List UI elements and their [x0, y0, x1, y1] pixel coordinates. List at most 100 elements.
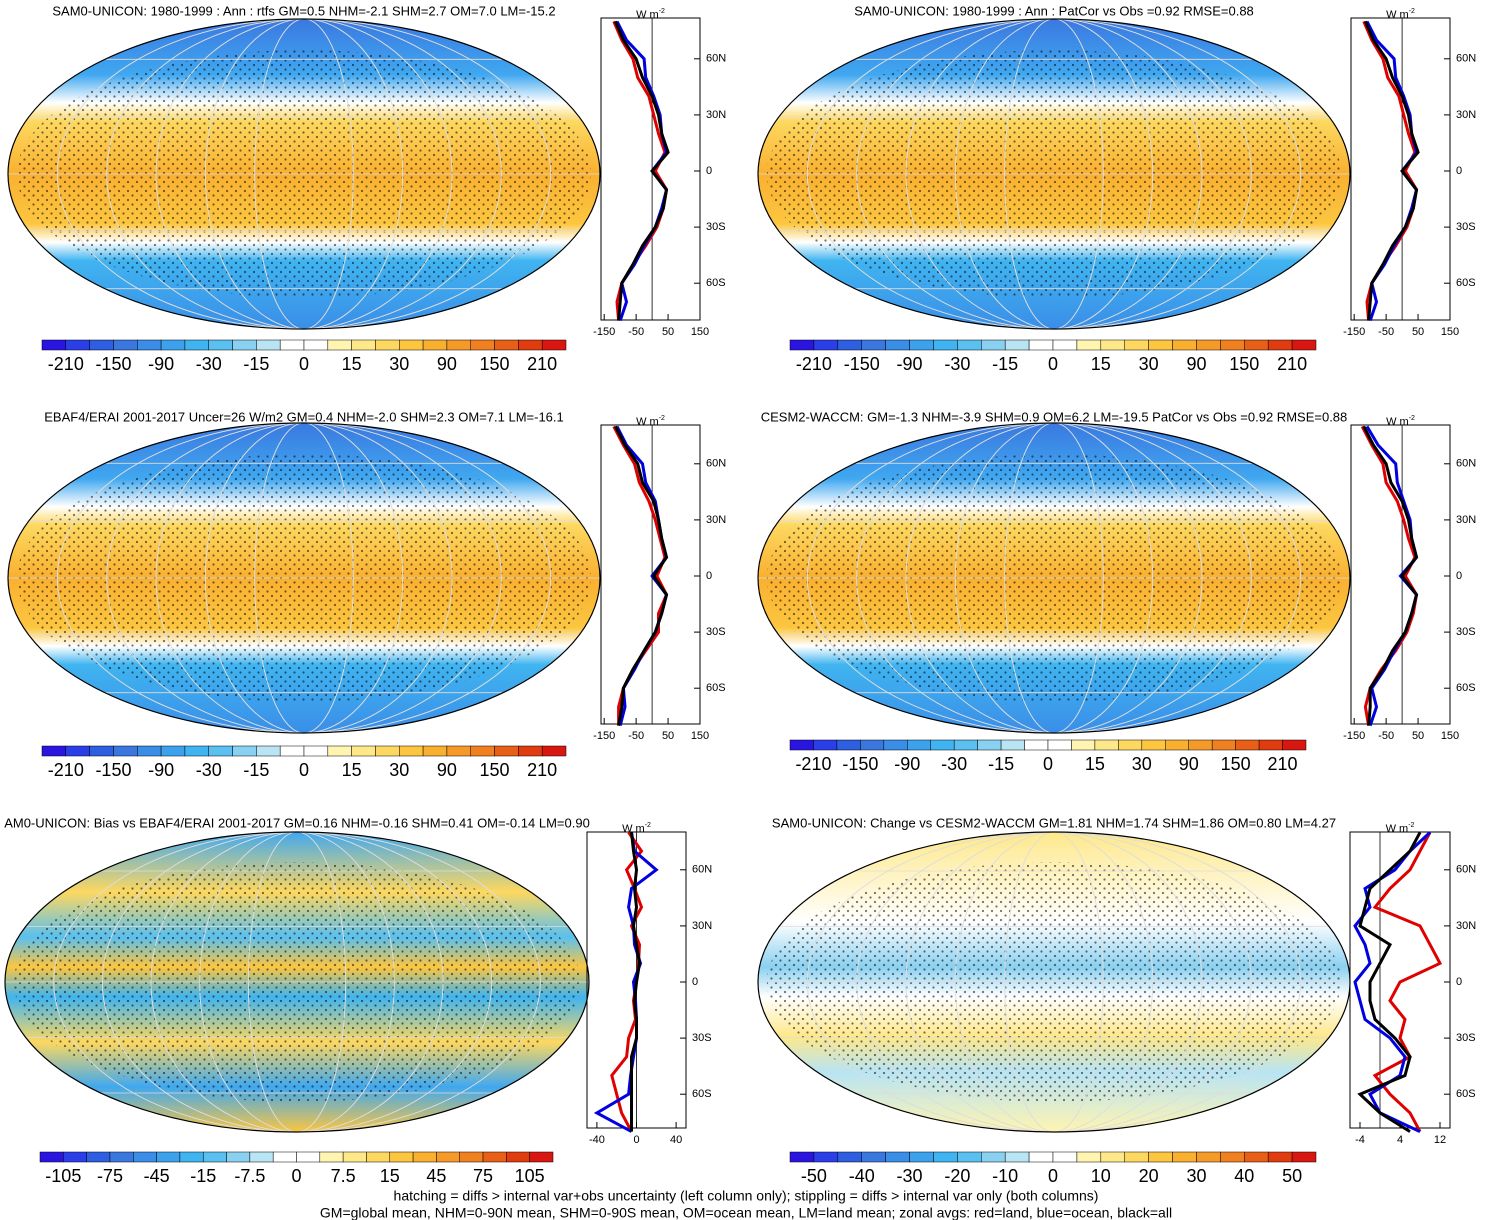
units: W m-2 — [636, 415, 665, 428]
colorbar-box — [1220, 1151, 1245, 1163]
colorbar-box — [303, 745, 329, 757]
y-tick-label: 30S — [1456, 221, 1476, 233]
colorbar-box — [1024, 739, 1049, 751]
x-tick-label: -150 — [593, 326, 615, 338]
panel-title: SAM0-UNICON: 1980-1999 : Ann : PatCor vs… — [854, 3, 1254, 18]
colorbar-box — [422, 339, 448, 351]
colorbar-box — [319, 1151, 344, 1163]
colorbar-box — [813, 1151, 839, 1163]
colorbar-label: 90 — [1186, 354, 1206, 374]
y-tick-label: 30S — [706, 626, 726, 638]
colorbar-box — [1004, 1151, 1030, 1163]
colorbar-label: -20 — [944, 1166, 970, 1186]
colorbar-label: 210 — [527, 354, 557, 374]
colorbar-label: -30 — [897, 1166, 923, 1186]
zonal-profile — [614, 20, 670, 321]
y-tick-label: 60N — [706, 53, 726, 65]
colorbar-label: -15 — [992, 354, 1018, 374]
zonal-profile — [1365, 20, 1419, 322]
colorbar-box — [494, 745, 519, 757]
colorbar-box — [446, 339, 471, 351]
units-text: W m — [1386, 9, 1409, 21]
y-tick-label: 60S — [1456, 277, 1476, 289]
colorbar-box — [89, 339, 114, 351]
colorbar-box — [861, 339, 886, 351]
colorbar-box — [1188, 739, 1213, 751]
x-tick-label: 150 — [1441, 326, 1459, 338]
zonal-profile — [615, 425, 669, 726]
colorbar-label: -90 — [148, 354, 174, 374]
map-border — [7, 422, 601, 734]
colorbar-box — [861, 1151, 886, 1163]
y-tick-label: 60N — [692, 864, 712, 876]
colorbar-label: -90 — [897, 354, 923, 374]
y-tick-label: 60N — [1456, 53, 1476, 65]
panel-title: AM0-UNICON: Bias vs EBAF4/ERAI 2001-2017… — [4, 815, 590, 830]
colorbar-box — [86, 1151, 111, 1163]
colorbar-box — [113, 339, 138, 351]
zonal-profile — [1353, 831, 1432, 1133]
y-tick-label: 60S — [1456, 1088, 1476, 1100]
colorbar-box — [422, 745, 448, 757]
x-tick-label: -150 — [1343, 326, 1365, 338]
x-tick-label: -4 — [1355, 1134, 1365, 1146]
footer: GM=global mean, NHM=0-90N mean, SHM=0-90… — [320, 1205, 1172, 1220]
x-tick-label: 4 — [1397, 1134, 1403, 1146]
colorbar-box — [184, 745, 209, 757]
colorbar-label: -210 — [48, 354, 84, 374]
colorbar-box — [1220, 339, 1245, 351]
y-tick-label: 60S — [706, 277, 726, 289]
y-tick-label: 30S — [1456, 1032, 1476, 1044]
colorbar-label: -15 — [243, 760, 269, 780]
y-tick-label: 60S — [692, 1088, 712, 1100]
y-tick-label: 30N — [1456, 514, 1476, 526]
x-tick-label: 0 — [633, 1134, 639, 1146]
colorbar-box — [1267, 1151, 1293, 1163]
y-tick-label: 30S — [692, 1032, 712, 1044]
colorbar-label: 90 — [437, 354, 457, 374]
y-tick-label: 60N — [1456, 458, 1476, 470]
colorbar-label: 15 — [342, 760, 362, 780]
colorbar-box — [470, 339, 495, 351]
colorbar-box — [1094, 739, 1119, 751]
colorbar-box — [1196, 1151, 1221, 1163]
colorbar-box — [1258, 739, 1283, 751]
colorbar-box — [63, 1151, 87, 1163]
x-tick-label: -50 — [1378, 326, 1394, 338]
colorbar-box — [351, 745, 376, 757]
colorbar-box — [1028, 1151, 1054, 1163]
units-text: W m — [1386, 416, 1409, 428]
y-tick-label: 30S — [1456, 626, 1476, 638]
x-tick-label: -150 — [593, 730, 615, 742]
colorbar-label: -210 — [795, 754, 831, 774]
colorbar-label: 30 — [1139, 354, 1159, 374]
x-tick-label: 150 — [691, 326, 709, 338]
colorbar-label: 15 — [1091, 354, 1111, 374]
x-tick-label: -40 — [589, 1134, 605, 1146]
y-tick-label: 0 — [1456, 570, 1462, 582]
colorbar-box — [482, 1151, 507, 1163]
colorbar-label: 0 — [1048, 1166, 1058, 1186]
colorbar-label: -105 — [45, 1166, 81, 1186]
units: W m-2 — [1386, 8, 1415, 21]
colorbar-box — [909, 339, 934, 351]
x-tick-label: -50 — [628, 326, 644, 338]
colorbar-box — [39, 1151, 64, 1163]
colorbar-box — [789, 1151, 815, 1163]
colorbar-label: -30 — [196, 760, 222, 780]
colorbar-box — [1148, 1151, 1173, 1163]
zonal-profile — [593, 832, 659, 1133]
colorbar-box — [366, 1151, 391, 1163]
colorbar-box — [1244, 339, 1269, 351]
colorbar-box — [1118, 739, 1143, 751]
colorbar-label: 7.5 — [331, 1166, 356, 1186]
colorbar-box — [184, 339, 209, 351]
profile-frame — [1350, 17, 1451, 321]
zonal-profile — [1372, 831, 1443, 1133]
colorbar-box — [933, 1151, 958, 1163]
x-tick-label: -50 — [1378, 730, 1394, 742]
y-tick-label: 30S — [706, 221, 726, 233]
y-tick-label: 30N — [706, 109, 726, 121]
colorbar-box — [1165, 739, 1189, 751]
colorbar-box — [113, 745, 138, 757]
